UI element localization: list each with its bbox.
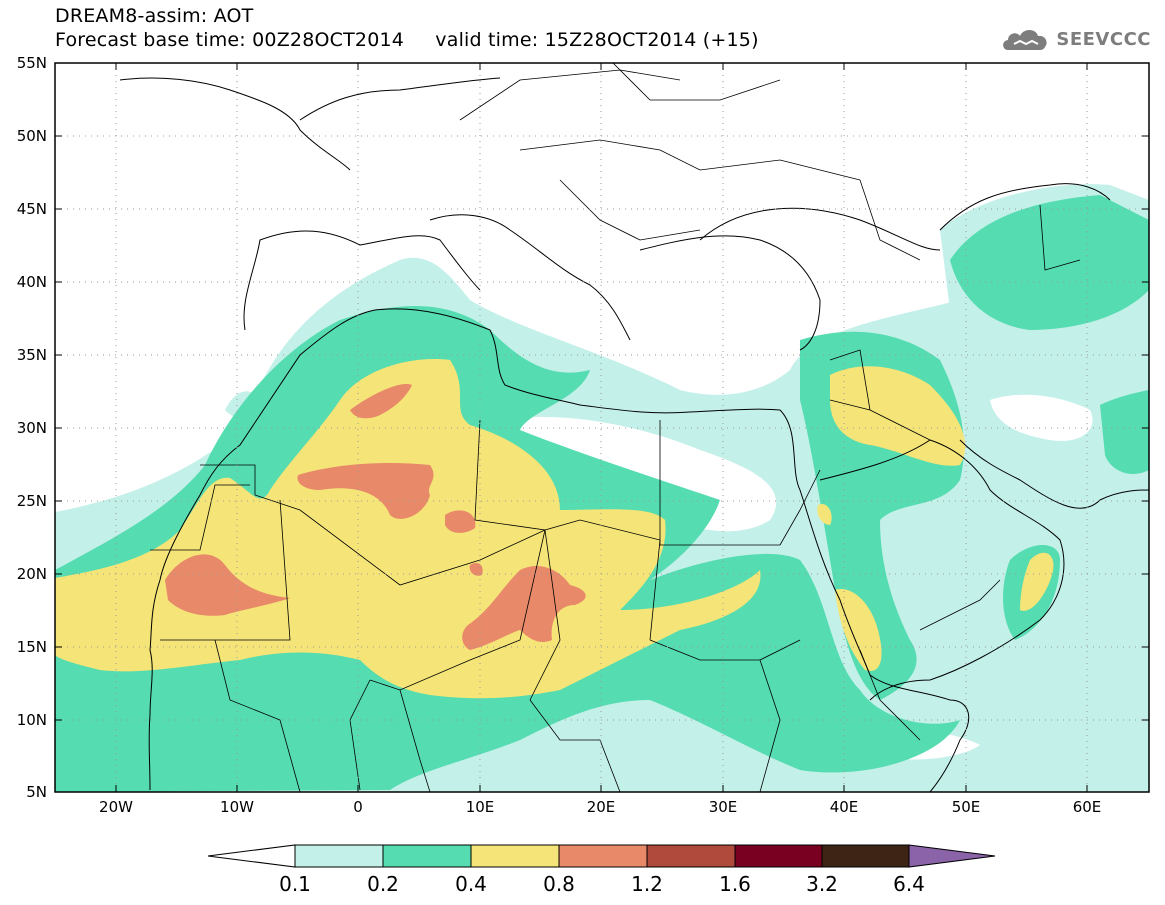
lon-label: 50E <box>952 798 981 816</box>
colorbar-upper-arrow <box>908 844 996 868</box>
colorbar-label: 0.2 <box>367 872 399 896</box>
seevccc-logo: SEEVCCC <box>1000 24 1151 54</box>
gridlines <box>55 63 1149 792</box>
axis-ticks <box>55 62 1149 793</box>
lat-label: 40N <box>17 273 47 291</box>
latitude-labels: 55N 50N 45N 40N 35N 30N 25N 20N 15N 10N … <box>17 54 47 801</box>
lon-label: 10E <box>466 798 495 816</box>
lat-label: 25N <box>17 492 47 510</box>
colorbar-segment <box>821 844 910 868</box>
lon-label: 10W <box>220 798 254 816</box>
forecast-time-line: Forecast base time: 00Z28OCT2014 valid t… <box>55 29 759 51</box>
lat-label: 55N <box>17 54 47 72</box>
colorbar-segment <box>734 844 823 868</box>
colorbar-label: 1.2 <box>631 872 663 896</box>
country-borders <box>150 63 1081 792</box>
lon-label: 0 <box>353 798 363 816</box>
longitude-labels: 20W 10W 0 10E 20E 30E 40E 50E 60E <box>99 798 1101 816</box>
lon-label: 40E <box>830 798 859 816</box>
colorbar-label: 0.4 <box>455 872 487 896</box>
colorbar-labels: 0.1 0.2 0.4 0.8 1.2 1.6 3.2 6.4 <box>279 872 925 896</box>
colorbar-segment <box>382 844 472 868</box>
colorbar-label: 0.1 <box>279 872 311 896</box>
lat-label: 10N <box>17 711 47 729</box>
lat-label: 15N <box>17 638 47 656</box>
map-title: DREAM8-assim: AOT <box>55 5 254 27</box>
colorbar-label: 0.8 <box>543 872 575 896</box>
logo-text: SEEVCCC <box>1056 28 1151 50</box>
lon-label: 60E <box>1073 798 1102 816</box>
colorbar-label: 6.4 <box>893 872 925 896</box>
colorbar-label: 1.6 <box>719 872 751 896</box>
lat-label: 45N <box>17 200 47 218</box>
lat-label: 20N <box>17 565 47 583</box>
lat-label: 5N <box>26 783 47 801</box>
colorbar-segment <box>558 844 648 868</box>
lon-label: 30E <box>709 798 738 816</box>
colorbar-segment <box>294 844 384 868</box>
lat-label: 35N <box>17 346 47 364</box>
aot-field <box>55 184 1149 792</box>
colorbar-lower-arrow <box>207 844 296 868</box>
colorbar <box>207 844 996 868</box>
aot-band-0.8-1.2 <box>165 384 586 650</box>
colorbar-segment <box>646 844 736 868</box>
lon-label: 20W <box>99 798 133 816</box>
lat-label: 50N <box>17 127 47 145</box>
lat-label: 30N <box>17 419 47 437</box>
lon-label: 20E <box>587 798 616 816</box>
cloud-icon <box>1003 30 1047 50</box>
colorbar-segment <box>470 844 560 868</box>
colorbar-label: 3.2 <box>806 872 838 896</box>
